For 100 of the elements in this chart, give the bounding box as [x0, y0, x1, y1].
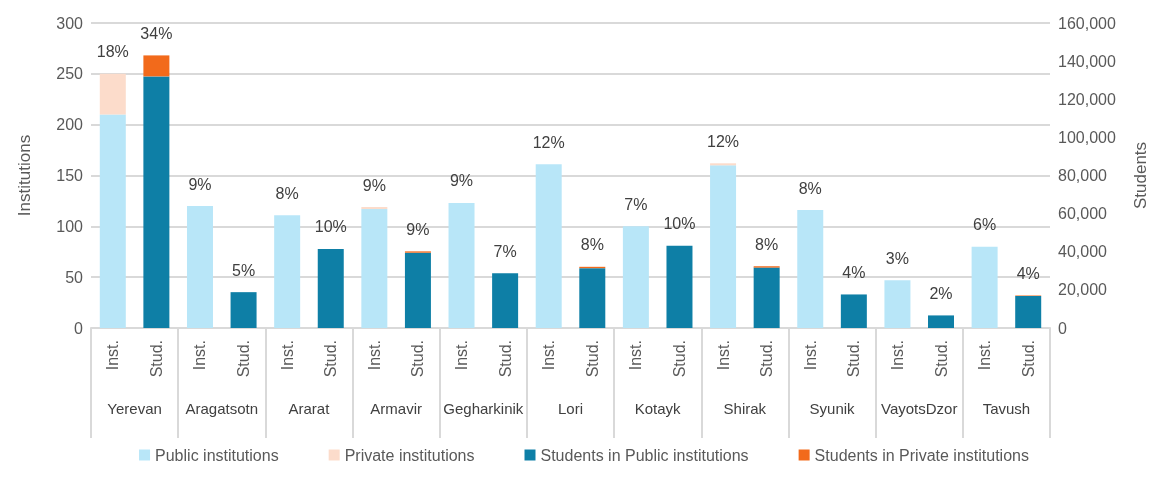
bar: [971, 246, 998, 328]
annotation: 2%: [929, 284, 953, 302]
bar: [404, 252, 431, 328]
x-tick-label: Inst.: [278, 340, 296, 371]
annotation: 12%: [707, 132, 740, 150]
annotation: 9%: [362, 176, 386, 194]
bar: [492, 273, 519, 328]
y-tick-label: 50: [65, 268, 84, 286]
x-tick-label: Stud.: [235, 340, 253, 378]
bar: [622, 226, 649, 328]
text: Tavush: [982, 399, 1031, 417]
x-tick-label: Stud.: [845, 340, 863, 378]
annotation: 6%: [973, 216, 997, 234]
x-tick-label: Stud.: [147, 340, 165, 378]
text: Syunik: [809, 399, 856, 417]
bar: [535, 164, 562, 328]
annotation: 7%: [624, 195, 648, 213]
annotation: 8%: [755, 235, 779, 253]
bar: [317, 248, 344, 328]
y-tick-label: 250: [56, 65, 84, 83]
text: Armavir: [370, 399, 422, 417]
x-tick-label: Stud.: [583, 340, 601, 378]
x-tick-label: Stud.: [932, 340, 950, 378]
y-tick-label: 0: [74, 319, 84, 337]
bar: [840, 294, 867, 328]
bar: [666, 245, 693, 328]
annotation: 10%: [314, 218, 347, 236]
x-tick-label: Inst.: [453, 340, 471, 371]
annotation: 9%: [406, 220, 430, 238]
bar: [361, 207, 388, 210]
x-tick-label: Stud.: [670, 340, 688, 378]
text: VayotsDzor: [881, 399, 958, 417]
bar: [928, 315, 955, 328]
annotation: 4%: [1016, 264, 1040, 282]
bar: [361, 209, 388, 328]
annotation: 8%: [798, 179, 822, 197]
annotation: 3%: [885, 249, 909, 267]
legend-label: Students in Private institutions: [814, 446, 1029, 464]
x-tick-label: Stud.: [409, 340, 427, 378]
annotation: 10%: [663, 215, 696, 233]
x-tick-label: Stud.: [322, 340, 340, 378]
annotation: 8%: [580, 236, 604, 254]
annotation: 7%: [493, 242, 517, 260]
bar: [797, 210, 824, 328]
y2-tick-label: 100,000: [1058, 128, 1116, 146]
text: Gegharkinik: [443, 399, 524, 417]
annotation: 12%: [532, 133, 565, 151]
text: Kotayk: [634, 399, 682, 417]
text: Yerevan: [107, 399, 162, 417]
legend-label: Public institutions: [155, 446, 279, 464]
legend-label: Students in Public institutions: [540, 446, 749, 464]
x-tick-label: Inst.: [365, 340, 383, 371]
y-tick-label: 100: [56, 217, 84, 235]
annotation: 9%: [188, 175, 212, 193]
annotation: 18%: [96, 43, 129, 61]
text: Shirak: [723, 399, 767, 417]
y2-tick-label: 80,000: [1058, 167, 1108, 184]
x-tick-label: Stud.: [496, 340, 514, 378]
y-tick-label: 300: [56, 14, 84, 32]
annotation: 5%: [232, 261, 256, 279]
text: Ararat: [288, 399, 331, 417]
y-tick-label: 200: [56, 116, 84, 134]
bar: [710, 163, 737, 166]
bar: [274, 215, 301, 328]
annotation: 4%: [842, 263, 866, 281]
y2-tick-label: 140,000: [1058, 52, 1116, 70]
x-tick-label: Inst.: [627, 340, 645, 371]
y-tick-label: 150: [56, 167, 84, 184]
bar: [230, 292, 257, 328]
bar: [186, 206, 213, 328]
x-tick-label: Inst.: [104, 340, 122, 371]
y2-axis-title: Students: [1131, 141, 1150, 210]
bar: [1015, 295, 1042, 328]
y2-tick-label: 160,000: [1058, 14, 1116, 32]
y2-tick-label: 120,000: [1058, 90, 1116, 108]
y-axis-title: Institutions: [15, 134, 34, 217]
legend-label: Private institutions: [344, 446, 475, 464]
bar: [448, 202, 475, 328]
x-tick-label: Inst.: [191, 340, 209, 371]
y2-tick-label: 0: [1058, 319, 1067, 337]
bar: [143, 55, 170, 77]
annotation: 34%: [140, 24, 173, 42]
bar: [99, 73, 126, 115]
x-tick-label: Inst.: [888, 340, 906, 371]
bar: [753, 267, 780, 328]
bar: [710, 165, 737, 328]
y2-tick-label: 40,000: [1058, 243, 1108, 261]
x-tick-label: Stud.: [1019, 340, 1037, 378]
x-tick-label: Inst.: [801, 340, 819, 371]
x-tick-label: Inst.: [714, 340, 732, 371]
bar: [143, 76, 170, 328]
bar: [579, 268, 606, 328]
x-tick-label: Inst.: [976, 340, 994, 371]
annotation: 8%: [275, 184, 299, 202]
x-tick-label: Inst.: [540, 340, 558, 371]
x-tick-label: Stud.: [758, 340, 776, 378]
bar: [99, 114, 126, 328]
annotation: 9%: [449, 172, 474, 190]
bar: [884, 280, 911, 328]
y2-tick-label: 60,000: [1058, 205, 1108, 223]
